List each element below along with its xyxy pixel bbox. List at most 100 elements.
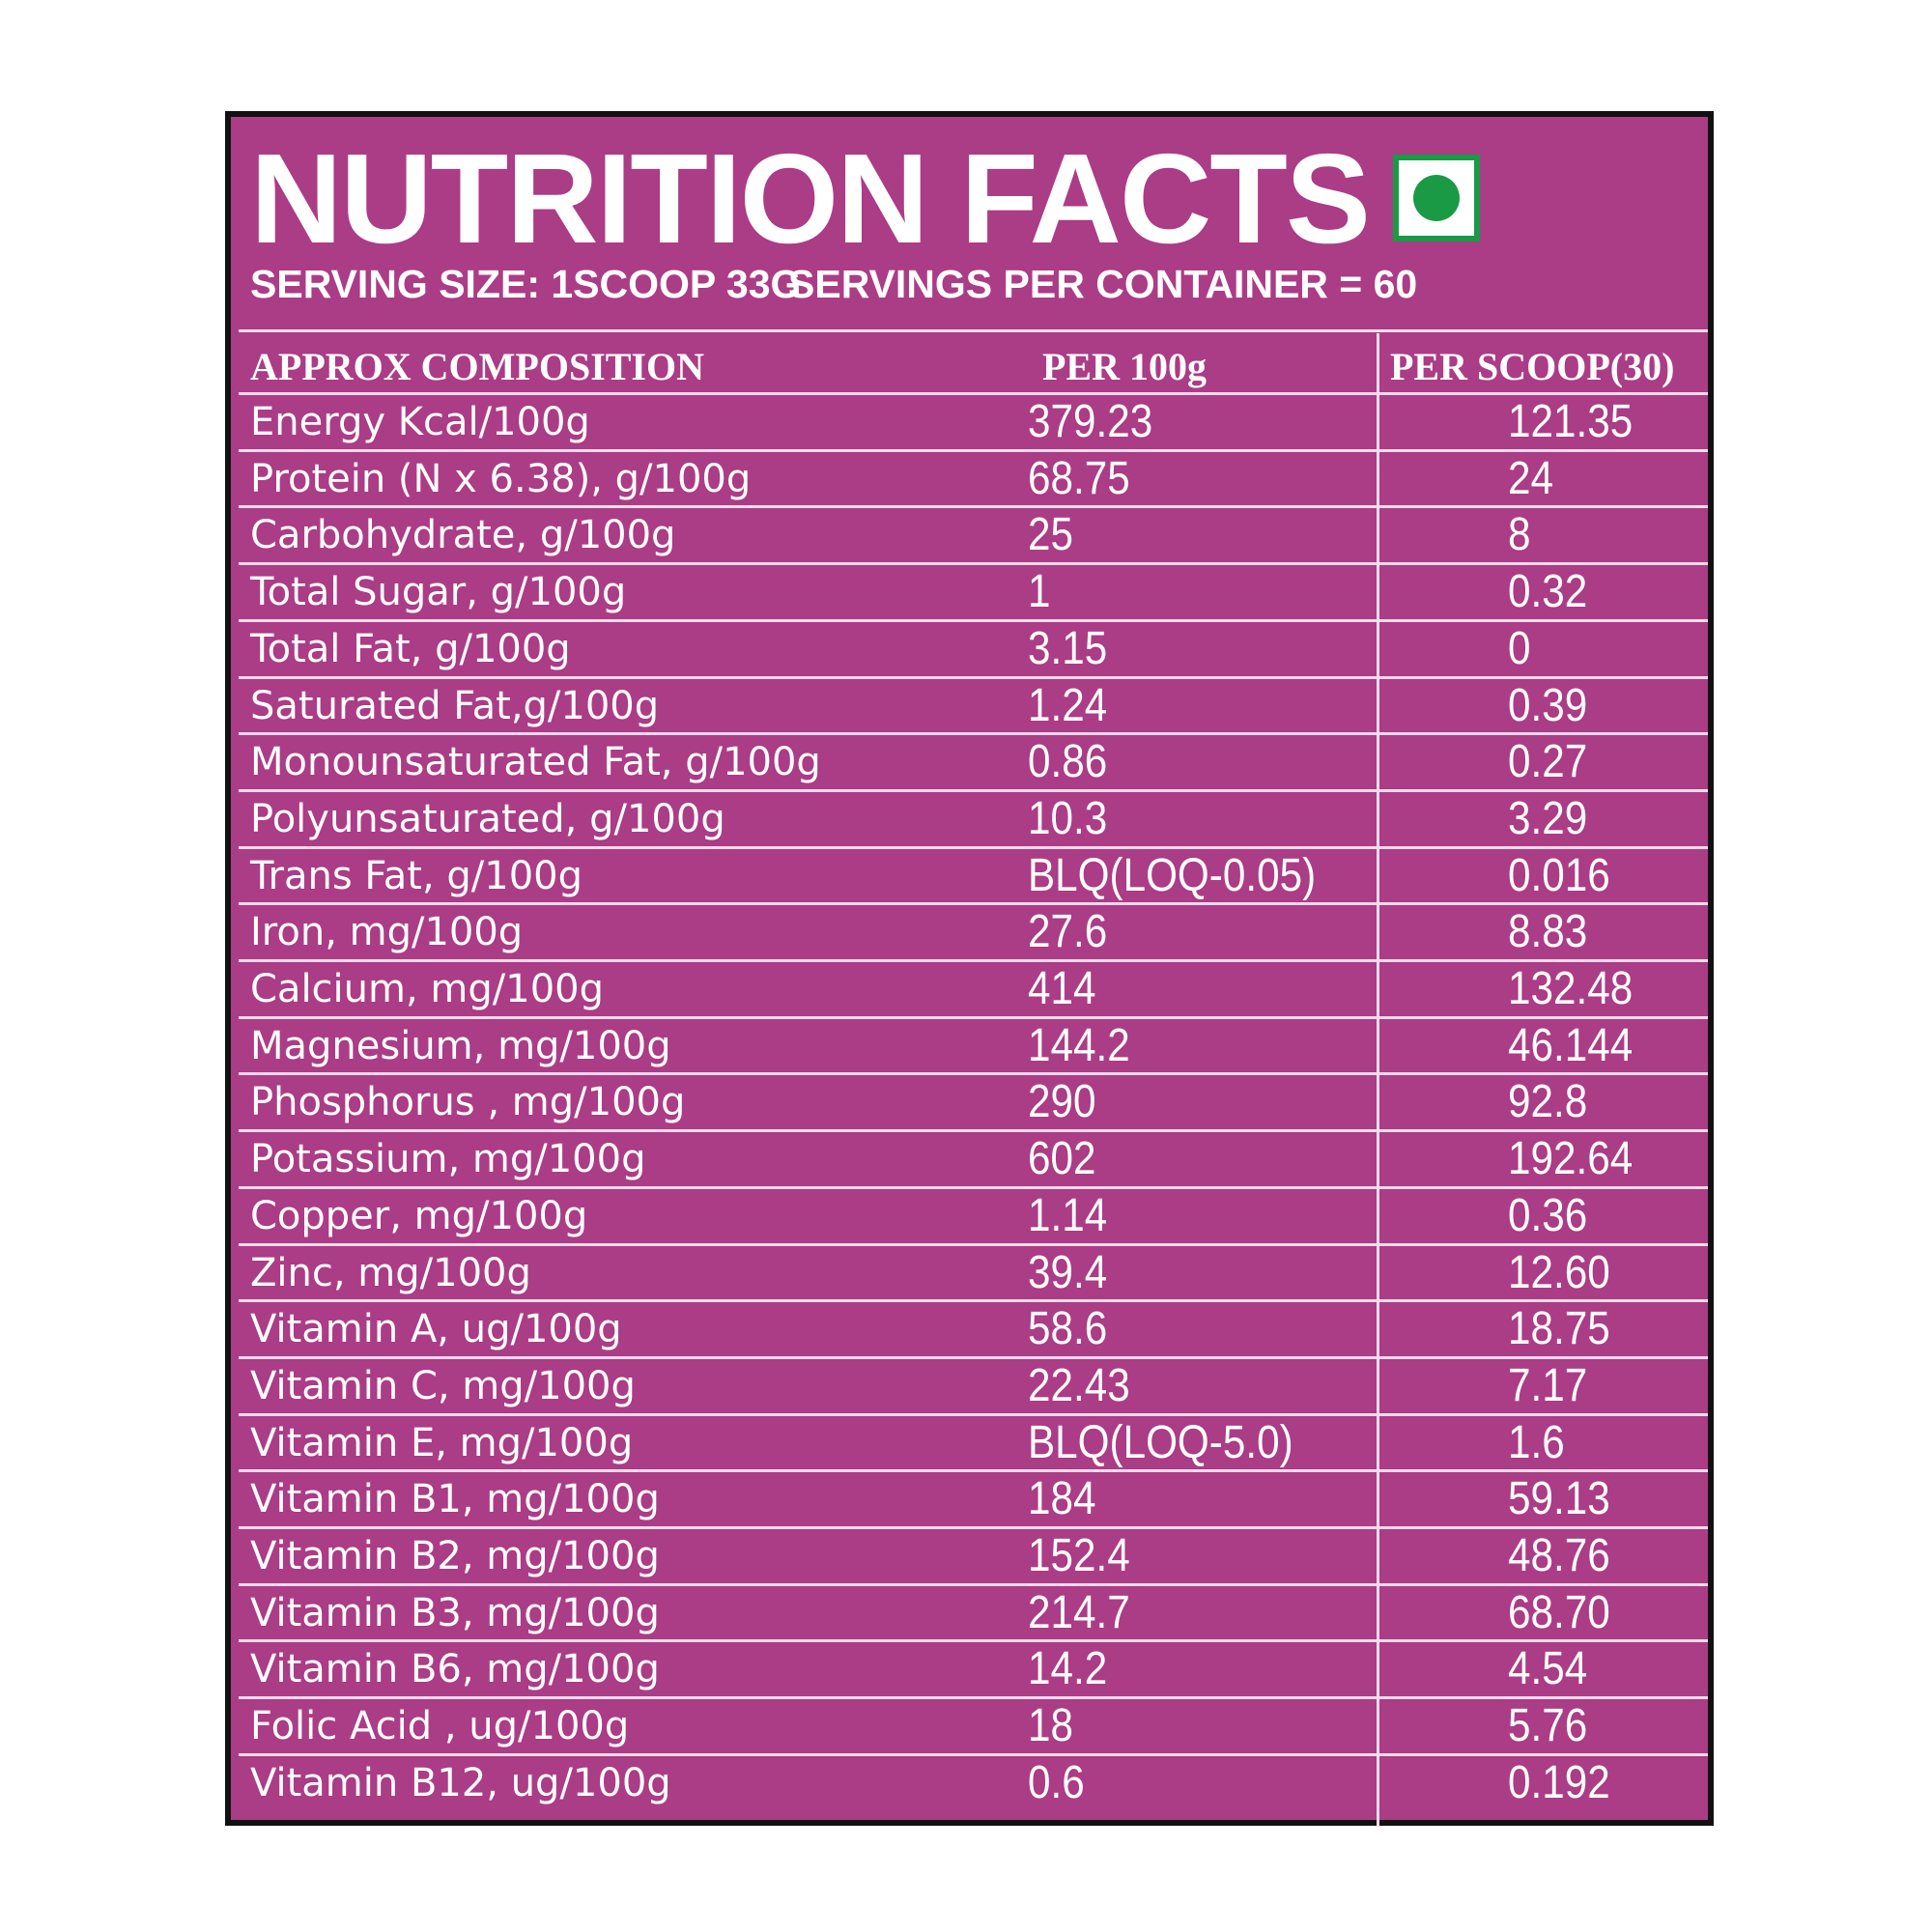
row-label: Total Sugar, g/100g [250, 570, 627, 615]
per-scoop: 18.75 [1508, 1303, 1610, 1355]
per-100g: 290 [1028, 1076, 1096, 1128]
column-divider [1377, 333, 1379, 1827]
column-header: PER 100g [1042, 345, 1207, 388]
per-100g: 0.86 [1028, 736, 1108, 788]
row-label: Saturated Fat,g/100g [250, 683, 660, 728]
per-scoop: 46.144 [1508, 1019, 1634, 1071]
row-rule [239, 1015, 1708, 1019]
row-rule [239, 1355, 1708, 1359]
per-100g: 1.24 [1028, 679, 1108, 731]
row-rule [239, 1072, 1708, 1076]
row-label: Iron, mg/100g [250, 910, 524, 955]
per-scoop: 0.27 [1508, 736, 1588, 788]
row-rule [239, 1412, 1708, 1416]
per-100g: 602 [1028, 1133, 1096, 1185]
row-label: Magnesium, mg/100g [250, 1023, 671, 1068]
row-label: Phosphorus , mg/100g [250, 1080, 686, 1125]
row-rule [239, 1129, 1708, 1133]
per-100g: 25 [1028, 509, 1073, 561]
servings-per-container: SERVINGS PER CONTAINER = 60 [788, 262, 1418, 306]
per-100g: 379.23 [1028, 396, 1153, 447]
per-100g: 0.6 [1028, 1756, 1085, 1808]
per-100g: 214.7 [1028, 1586, 1130, 1638]
per-scoop: 0.016 [1508, 849, 1610, 901]
nutrition-panel: NUTRITION FACTS SERVING SIZE: 1SCOOP 33G… [225, 111, 1714, 1827]
per-scoop: 192.64 [1508, 1133, 1634, 1185]
per-100g: 27.6 [1028, 906, 1108, 958]
per-scoop: 7.17 [1508, 1359, 1588, 1411]
per-scoop: 68.70 [1508, 1586, 1610, 1638]
per-scoop: 0.32 [1508, 566, 1588, 618]
rule [239, 392, 1708, 395]
row-label: Trans Fat, g/100g [250, 853, 582, 898]
row-label: Vitamin B2, mg/100g [250, 1534, 660, 1578]
per-scoop: 5.76 [1508, 1700, 1588, 1752]
row-rule [239, 959, 1708, 962]
row-label: Vitamin B12, ug/100g [250, 1760, 671, 1805]
row-label: Vitamin C, mg/100g [250, 1363, 636, 1408]
per-scoop: 24 [1508, 452, 1553, 504]
per-scoop: 0.36 [1508, 1189, 1588, 1241]
per-scoop: 1.6 [1508, 1416, 1565, 1468]
per-scoop: 132.48 [1508, 963, 1634, 1014]
row-label: Vitamin A, ug/100g [250, 1307, 622, 1352]
per-100g: 22.43 [1028, 1359, 1130, 1411]
row-rule [239, 1469, 1708, 1473]
row-rule [239, 732, 1708, 736]
per-scoop: 48.76 [1508, 1530, 1610, 1581]
row-label: Zinc, mg/100g [250, 1250, 531, 1295]
row-rule [239, 1242, 1708, 1246]
row-rule [239, 1526, 1708, 1529]
per-scoop: 4.54 [1508, 1643, 1588, 1695]
row-label: Polyunsaturated, g/100g [250, 796, 725, 841]
per-scoop: 59.13 [1508, 1473, 1610, 1525]
per-100g: 144.2 [1028, 1019, 1130, 1071]
title: NUTRITION FACTS [250, 128, 1371, 270]
row-label: Carbohydrate, g/100g [250, 513, 676, 558]
row-label: Vitamin B3, mg/100g [250, 1590, 660, 1635]
serving-size: SERVING SIZE: 1SCOOP 33G [250, 262, 802, 306]
per-100g: 68.75 [1028, 452, 1130, 504]
per-scoop: 8 [1508, 509, 1531, 561]
per-scoop: 92.8 [1508, 1076, 1588, 1128]
per-100g: 414 [1028, 963, 1096, 1014]
per-scoop: 121.35 [1508, 396, 1634, 447]
per-scoop: 0.192 [1508, 1756, 1610, 1808]
row-rule [239, 618, 1708, 622]
row-label: Copper, mg/100g [250, 1193, 588, 1238]
per-100g: 184 [1028, 1473, 1096, 1525]
row-label: Total Fat, g/100g [250, 626, 571, 671]
per-scoop: 0.39 [1508, 679, 1588, 731]
per-100g: 14.2 [1028, 1643, 1108, 1695]
row-rule [239, 1185, 1708, 1189]
row-rule [239, 788, 1708, 792]
row-label: Monounsaturated Fat, g/100g [250, 740, 821, 785]
row-rule [239, 505, 1708, 509]
per-100g: 10.3 [1028, 792, 1108, 844]
per-scoop: 12.60 [1508, 1246, 1610, 1298]
row-rule [239, 1696, 1708, 1700]
veg-mark [1393, 155, 1480, 242]
row-rule [239, 1299, 1708, 1303]
row-label: Vitamin B1, mg/100g [250, 1477, 660, 1522]
row-label: Potassium, mg/100g [250, 1137, 646, 1182]
per-100g: 1.14 [1028, 1189, 1108, 1241]
row-label: Calcium, mg/100g [250, 967, 604, 1011]
per-100g: 39.4 [1028, 1246, 1108, 1298]
per-100g: 58.6 [1028, 1303, 1108, 1355]
per-scoop: 8.83 [1508, 906, 1588, 958]
column-header: PER SCOOP(30) [1390, 345, 1675, 388]
row-rule [239, 562, 1708, 566]
row-label: Folic Acid , ug/100g [250, 1704, 630, 1749]
row-rule [239, 845, 1708, 849]
row-rule [239, 1582, 1708, 1586]
rule [239, 329, 1708, 332]
per-100g: 3.15 [1028, 622, 1108, 674]
per-scoop: 0 [1508, 622, 1531, 674]
per-100g: 1 [1028, 566, 1051, 618]
row-rule [239, 675, 1708, 679]
row-rule [239, 1639, 1708, 1643]
row-rule [239, 448, 1708, 452]
per-scoop: 3.29 [1508, 792, 1588, 844]
